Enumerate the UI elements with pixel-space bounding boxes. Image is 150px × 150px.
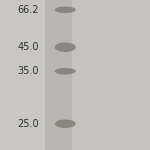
Ellipse shape <box>55 120 76 128</box>
Bar <box>72 0 150 150</box>
Text: 25.0: 25.0 <box>17 119 39 129</box>
Text: 45.0: 45.0 <box>18 42 39 52</box>
Text: 66.2: 66.2 <box>18 5 39 15</box>
Bar <box>45 0 72 150</box>
Bar <box>45 0 150 150</box>
Ellipse shape <box>55 42 76 52</box>
Text: 35.0: 35.0 <box>18 66 39 76</box>
Ellipse shape <box>55 68 76 75</box>
Ellipse shape <box>55 6 76 13</box>
